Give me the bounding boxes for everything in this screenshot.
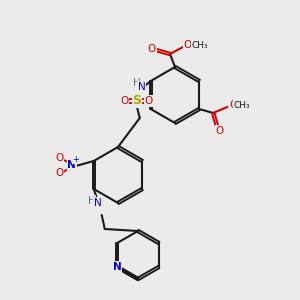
Text: N: N <box>113 262 122 272</box>
Text: N: N <box>68 160 76 170</box>
Text: O: O <box>56 168 64 178</box>
Text: O: O <box>145 96 153 106</box>
Text: O: O <box>121 96 129 106</box>
Text: O: O <box>56 153 64 163</box>
Text: O: O <box>229 100 237 110</box>
Text: O: O <box>148 44 156 54</box>
Text: O: O <box>184 40 192 50</box>
Text: +: + <box>72 154 79 164</box>
Text: O: O <box>215 126 224 136</box>
Text: CH₃: CH₃ <box>234 100 250 109</box>
Text: N: N <box>138 82 146 92</box>
Text: H: H <box>88 196 96 206</box>
Text: S: S <box>132 94 141 107</box>
Text: H: H <box>133 78 141 88</box>
Text: CH₃: CH₃ <box>192 40 208 50</box>
Text: N: N <box>94 198 102 208</box>
